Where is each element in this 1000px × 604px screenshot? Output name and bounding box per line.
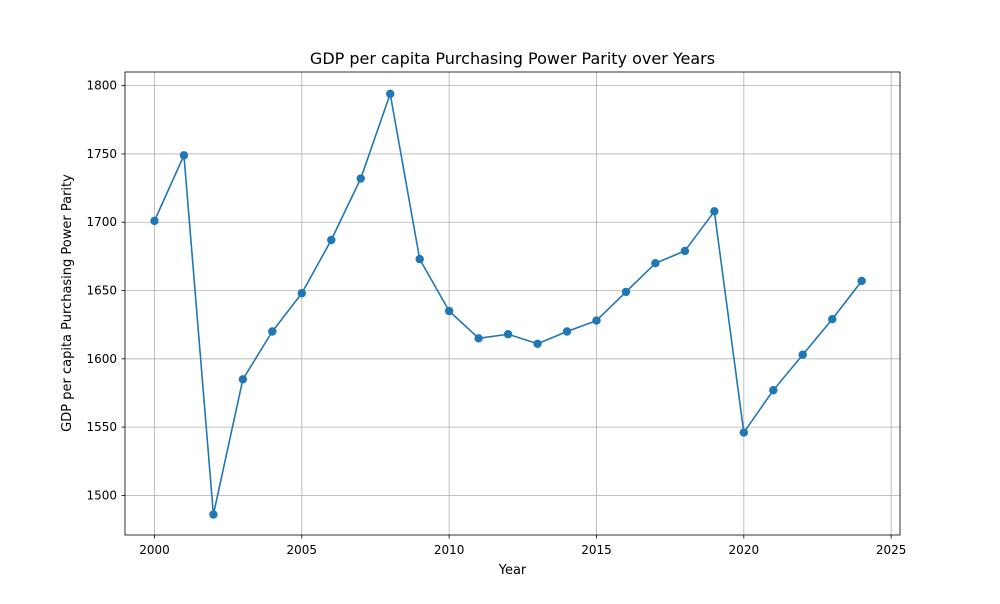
data-point	[503, 330, 513, 339]
data-point	[562, 327, 572, 336]
data-point	[297, 289, 307, 298]
data-point	[150, 216, 159, 226]
y-tick-label: 1750	[86, 147, 117, 161]
data-point	[238, 375, 248, 384]
x-tick-label: 2020	[729, 543, 760, 557]
data-point	[386, 89, 395, 99]
data-point	[651, 259, 660, 268]
data-point	[739, 428, 749, 437]
plot-frame	[124, 71, 901, 536]
data-point	[474, 334, 483, 343]
series	[150, 89, 866, 519]
data-point	[857, 276, 866, 286]
data-point	[209, 510, 218, 519]
x-axis-label: Year	[498, 563, 527, 578]
x-tick-label: 2000	[139, 543, 170, 557]
grid	[125, 72, 900, 535]
y-tick-label: 1550	[86, 420, 117, 434]
axes: 2000 2005 2010 2015 2020 2025 1500 1550 1600 1650…	[86, 71, 907, 557]
data-point	[415, 254, 424, 264]
x-tick-label: 2015	[581, 543, 612, 557]
data-point	[327, 235, 336, 245]
data-point	[179, 151, 189, 160]
data-point	[798, 350, 807, 359]
y-tick-label: 1600	[86, 352, 117, 366]
x-tick-label: 2025	[876, 543, 907, 557]
y-tick-label: 1650	[86, 284, 117, 298]
data-point	[444, 306, 454, 316]
data-point	[621, 287, 631, 297]
data-point	[592, 316, 601, 325]
chart-title: GDP per capita Purchasing Power Parity o…	[310, 49, 715, 68]
data-point	[268, 327, 277, 336]
data-point	[828, 315, 837, 324]
data-point	[710, 207, 719, 216]
data-point	[533, 339, 542, 348]
data-point	[769, 386, 778, 395]
y-tick-label: 1800	[86, 79, 117, 93]
x-tick-label: 2005	[287, 543, 318, 557]
data-point	[680, 246, 690, 256]
data-point	[356, 174, 365, 183]
y-tick-label: 1500	[86, 488, 117, 502]
y-tick-label: 1700	[86, 215, 117, 229]
y-axis-label: GDP per capita Purchasing Power Parity	[60, 174, 75, 432]
x-tick-label: 2010	[434, 543, 465, 557]
